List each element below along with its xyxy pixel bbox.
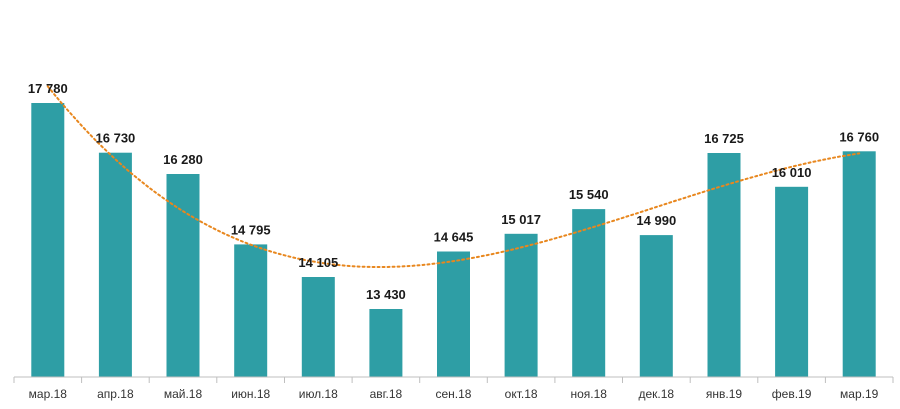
x-tick-label-7: окт.18 — [505, 387, 538, 401]
bar-1 — [98, 152, 132, 377]
bar-4 — [301, 277, 335, 377]
data-label-7: 15 017 — [501, 212, 541, 227]
data-label-0: 17 780 — [28, 81, 68, 96]
x-tick-label-12: мар.19 — [840, 387, 879, 401]
x-tick-label-1: апр.18 — [97, 387, 134, 401]
bar-12 — [842, 151, 876, 377]
bar-8 — [572, 209, 606, 377]
data-label-9: 14 990 — [636, 213, 676, 228]
data-label-4: 14 105 — [298, 255, 338, 270]
x-tick-label-6: сен.18 — [436, 387, 472, 401]
trend-layer — [46, 85, 861, 268]
data-label-8: 15 540 — [569, 187, 609, 202]
bar-7 — [504, 233, 538, 377]
data-label-1: 16 730 — [96, 131, 136, 146]
trendline — [46, 85, 861, 268]
x-axis: мар.18 апр.18 май.18 июн.18 июл.18 авг.18 сен.… — [13, 376, 894, 401]
x-tick-label-9: дек.18 — [638, 387, 674, 401]
x-tick-label-4: июл.18 — [299, 387, 338, 401]
x-tick-label-11: фев.19 — [772, 387, 812, 401]
bar-2 — [166, 174, 200, 377]
bar-3 — [234, 244, 268, 377]
bar-9 — [639, 235, 673, 377]
x-tick-label-10: янв.19 — [706, 387, 743, 401]
x-tick-label-5: авг.18 — [370, 387, 403, 401]
data-label-10: 16 725 — [704, 131, 744, 146]
data-label-2: 16 280 — [163, 152, 203, 167]
data-label-12: 16 760 — [839, 129, 879, 144]
data-label-11: 16 010 — [772, 165, 812, 180]
bar-10 — [707, 153, 741, 377]
x-tick-label-8: ноя.18 — [570, 387, 607, 401]
data-label-3: 14 795 — [231, 222, 271, 237]
bars-layer — [31, 103, 876, 377]
bar-6 — [437, 251, 470, 377]
bar-11 — [775, 186, 809, 377]
bar-5 — [369, 309, 403, 377]
bar-0 — [31, 103, 65, 377]
x-tick-label-3: июн.18 — [231, 387, 270, 401]
data-label-6: 14 645 — [434, 230, 474, 245]
data-label-5: 13 430 — [366, 287, 406, 302]
x-tick-label-2: май.18 — [164, 387, 203, 401]
value-labels-layer: 17 780 16 730 16 280 14 795 14 105 13 430 14 6… — [28, 81, 879, 302]
x-tick-label-0: мар.18 — [29, 387, 68, 401]
